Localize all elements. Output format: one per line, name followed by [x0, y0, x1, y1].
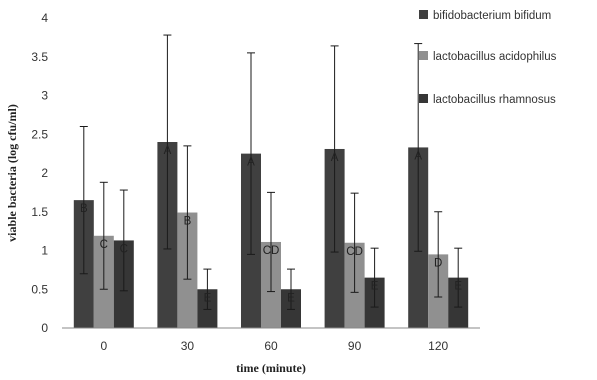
- legend-swatch: [419, 51, 428, 60]
- x-axis-ticks: 0 30 60 90 120: [100, 339, 448, 353]
- significance-label: A: [164, 145, 172, 157]
- significance-label: B: [184, 216, 192, 228]
- y-tick-label: 1: [41, 244, 48, 258]
- significance-label: E: [204, 292, 212, 304]
- significance-label: D: [434, 257, 442, 269]
- y-tick-label: 1.5: [31, 205, 48, 219]
- legend-swatch: [419, 10, 428, 19]
- error-bars: [79, 34, 463, 310]
- x-tick-label: 30: [181, 339, 195, 353]
- significance-label: CD: [263, 245, 280, 257]
- significance-label: A: [414, 150, 422, 162]
- x-tick-label: 120: [428, 339, 448, 353]
- y-tick-label: 0: [41, 321, 48, 335]
- significance-label: B: [80, 203, 88, 215]
- significance-label: A: [331, 152, 339, 164]
- y-axis-title: viable bacteria (log cfu/ml): [5, 104, 19, 242]
- y-tick-label: 3: [41, 89, 48, 103]
- x-tick-label: 0: [100, 339, 107, 353]
- y-tick-label: 3.5: [31, 50, 48, 64]
- y-tick-label: 0.5: [31, 282, 48, 296]
- y-tick-label: 4: [41, 11, 48, 25]
- significance-label: E: [287, 292, 295, 304]
- legend-label: lactobacillus acidophilus: [433, 51, 557, 63]
- y-tick-label: 2: [41, 166, 48, 180]
- significance-label: C: [100, 239, 108, 251]
- significance-label: CD: [346, 246, 363, 258]
- significance-label: A: [247, 157, 255, 169]
- legend-swatch: [419, 94, 428, 103]
- legend-label: lactobacillus rhamnosus: [433, 94, 556, 106]
- significance-label: E: [454, 281, 462, 293]
- legend-label: bifidobacterium bifidum: [433, 10, 551, 22]
- x-axis-title: time (minute): [236, 361, 306, 375]
- significance-label: C: [120, 243, 128, 255]
- x-tick-label: 90: [348, 339, 362, 353]
- significance-label: E: [371, 281, 379, 293]
- x-tick-label: 60: [264, 339, 278, 353]
- y-tick-label: 2.5: [31, 127, 48, 141]
- legend: bifidobacterium bifidum lactobacillus aci…: [419, 10, 557, 106]
- y-axis-ticks: 0 0.5 1 1.5 2 2.5 3 3.5 4: [31, 11, 48, 335]
